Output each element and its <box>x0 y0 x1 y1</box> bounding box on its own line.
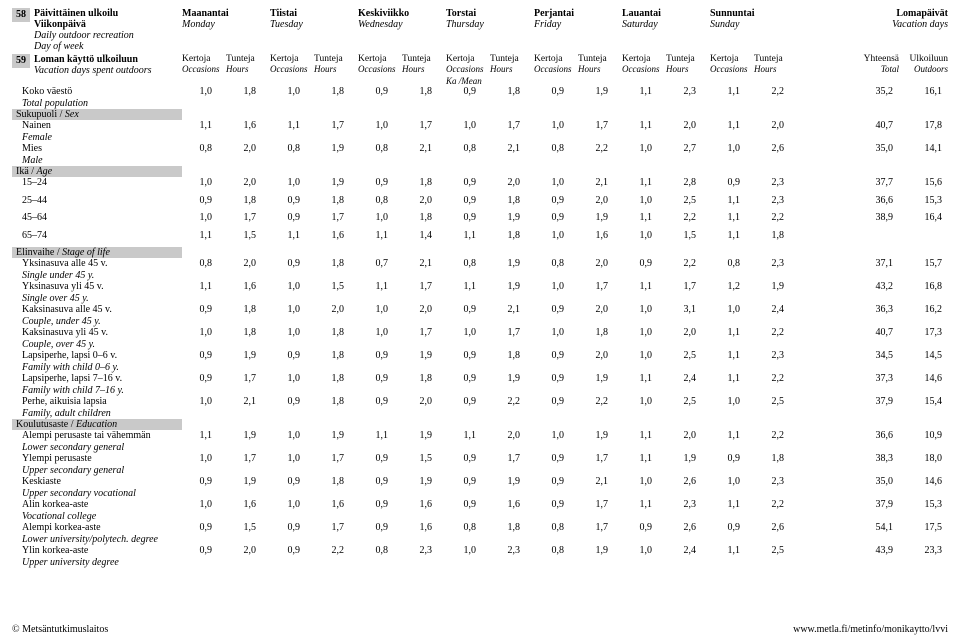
table-row: Ylempi perusasteUpper secondary general1… <box>12 453 948 476</box>
day-header: TiistaiTuesday <box>270 8 358 30</box>
table-row: Ylin korkea-asteUpper university degree0… <box>12 545 948 568</box>
section-header: Ikä / Age <box>12 166 948 177</box>
mean-row: Ka /Mean <box>12 76 948 86</box>
table-row: 65–741,11,51,11,61,11,41,11,81,01,61,01,… <box>12 230 948 242</box>
sub-day: KertojaOccasionsTuntejaHours <box>446 54 534 76</box>
right-hdr-fi: Lomapäivät <box>850 8 948 19</box>
sub-left: 59 Loman käyttö ulkoiluun Vacation days … <box>12 54 182 76</box>
header-left: 58 Päivittäinen ulkoilu Viikonpäivä Dail… <box>12 8 182 52</box>
right-header: Lomapäivät Vacation days <box>850 8 948 30</box>
footer-left: Metsäntutkimuslaitos <box>12 624 108 635</box>
header-title-1: Päivittäinen ulkoilu Viikonpäivä Daily o… <box>34 8 134 52</box>
hdr1-sub2-en: Day of week <box>34 41 134 52</box>
table-row: Alin korkea-asteVocational college1,01,6… <box>12 499 948 522</box>
mean-label: Ka /Mean <box>446 76 534 86</box>
table-row: NainenFemale1,11,61,11,71,01,71,01,71,01… <box>12 120 948 143</box>
footer-right: www.metla.fi/metinfo/monikaytto/lvvi <box>793 624 948 635</box>
hdr1-sub-fi: Viikonpäivä <box>34 19 134 30</box>
sub-day: KertojaOccasionsTuntejaHours <box>182 54 270 76</box>
hdr2-en: Vacation days spent outdoors <box>34 65 152 76</box>
table-row: Kaksinasuva alle 45 v.Couple, under 45 y… <box>12 304 948 327</box>
box-59: 59 <box>12 54 30 68</box>
subright-a-fi: Yhteensä <box>850 54 899 64</box>
sub-day: KertojaOccasionsTuntejaHours <box>270 54 358 76</box>
table-row: 45–641,01,70,91,71,01,80,91,90,91,91,12,… <box>12 212 948 224</box>
section-header: Sukupuoli / Sex <box>12 109 948 120</box>
table-row: 25–440,91,80,91,80,82,00,91,80,92,01,02,… <box>12 195 948 207</box>
table-row: Yksinasuva yli 45 v.Single over 45 y.1,1… <box>12 281 948 304</box>
hdr2-fi: Loman käyttö ulkoiluun <box>34 54 152 65</box>
table-row: Kaksinasuva yli 45 v.Couple, over 45 y.1… <box>12 327 948 350</box>
header-row: 58 Päivittäinen ulkoilu Viikonpäivä Dail… <box>12 8 948 52</box>
table-row: Alempi perusaste tai vähemmänLower secon… <box>12 430 948 453</box>
table-row: MiesMale0,82,00,81,90,82,10,82,10,82,21,… <box>12 143 948 166</box>
box-58: 58 <box>12 8 30 22</box>
sub-day: KertojaOccasionsTuntejaHours <box>710 54 798 76</box>
section-header: Elinvaihe / Stage of life <box>12 247 948 258</box>
hdr1-en: Daily outdoor recreation <box>34 30 134 41</box>
sub-day: KertojaOccasionsTuntejaHours <box>358 54 446 76</box>
section-header: Koulutusaste / Education <box>12 419 948 430</box>
subright-a-en: Total <box>850 64 899 74</box>
footer: Metsäntutkimuslaitos www.metla.fi/metinf… <box>12 624 948 635</box>
sub-day: KertojaOccasionsTuntejaHours <box>622 54 710 76</box>
right-hdr-en: Vacation days <box>850 19 948 30</box>
day-headers: MaanantaiMondayTiistaiTuesdayKeskiviikko… <box>182 8 850 30</box>
day-header: SunnuntaiSunday <box>710 8 798 30</box>
day-header: TorstaiThursday <box>446 8 534 30</box>
day-header: LauantaiSaturday <box>622 8 710 30</box>
table-row: Alempi korkea-asteLower university/polyt… <box>12 522 948 545</box>
sub-columns: KertojaOccasionsTuntejaHoursKertojaOccas… <box>182 54 850 76</box>
table-row: KeskiasteUpper secondary vocational0,91,… <box>12 476 948 499</box>
table-row: Koko väestöTotal population1,01,81,01,80… <box>12 86 948 109</box>
day-header: MaanantaiMonday <box>182 8 270 30</box>
subright-b-en: Outdoors <box>899 64 948 74</box>
day-header: PerjantaiFriday <box>534 8 622 30</box>
table-row: 15–241,02,01,01,90,91,80,92,01,02,11,12,… <box>12 177 948 189</box>
table-row: Lapsiperhe, lapsi 7–16 v.Family with chi… <box>12 373 948 396</box>
data-rows: Koko väestöTotal population1,01,81,01,80… <box>12 86 948 568</box>
table-row: Perhe, aikuisia lapsiaFamily, adult chil… <box>12 396 948 419</box>
sub-day: KertojaOccasionsTuntejaHours <box>534 54 622 76</box>
subright-b-fi: Ulkoiluun <box>899 54 948 64</box>
day-header: KeskiviikkoWednesday <box>358 8 446 30</box>
hdr1-fi: Päivittäinen ulkoilu <box>34 8 134 19</box>
sub-right: Yhteensä Total Ulkoiluun Outdoors <box>850 54 948 76</box>
header-title-2: Loman käyttö ulkoiluun Vacation days spe… <box>34 54 152 76</box>
table-row: Yksinasuva alle 45 v.Single under 45 y.0… <box>12 258 948 281</box>
table-row: Lapsiperhe, lapsi 0–6 v.Family with chil… <box>12 350 948 373</box>
sub-header-row: 59 Loman käyttö ulkoiluun Vacation days … <box>12 54 948 76</box>
